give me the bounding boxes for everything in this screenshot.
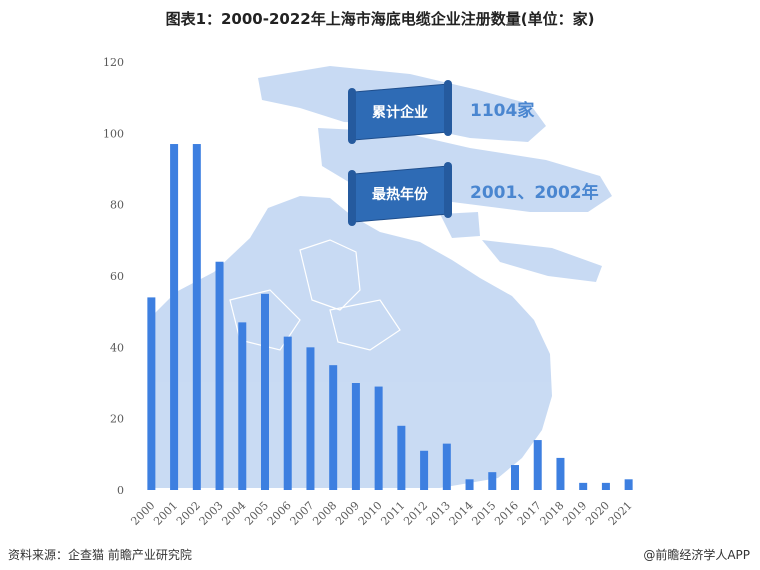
bar-2006 xyxy=(283,336,292,490)
callout-value: 2001、2002年 xyxy=(470,182,599,203)
x-tick-label: 2010 xyxy=(356,499,385,528)
y-tick-label: 0 xyxy=(117,484,124,497)
x-tick-label: 2000 xyxy=(128,499,157,528)
bar-2005 xyxy=(261,293,269,490)
bar-2002 xyxy=(192,144,201,491)
x-tick-label: 2002 xyxy=(174,499,203,528)
bar-2009 xyxy=(351,383,360,490)
bar-2012 xyxy=(420,450,429,490)
bar-2021 xyxy=(624,479,633,490)
x-tick-label: 2021 xyxy=(606,499,635,528)
bar-2017 xyxy=(533,440,542,490)
bar-2013 xyxy=(442,443,451,490)
callout-scroll: 最热年份 xyxy=(348,162,452,226)
bar-2020 xyxy=(601,482,610,490)
bar-2000 xyxy=(147,297,156,490)
callout-label: 累计企业 xyxy=(372,104,428,121)
x-tick-label: 2017 xyxy=(515,499,544,528)
bar-2007 xyxy=(306,347,315,490)
source-note: 资料来源：企查猫 前瞻产业研究院 xyxy=(8,548,192,562)
x-tick-label: 2003 xyxy=(197,499,226,528)
bar-2001 xyxy=(170,144,179,491)
bar-2003 xyxy=(215,261,224,490)
bar-2008 xyxy=(329,365,338,490)
x-tick-label: 2016 xyxy=(492,499,521,528)
x-tick-label: 2013 xyxy=(424,499,453,528)
bar-2016 xyxy=(511,465,519,490)
x-tick-label: 2001 xyxy=(151,499,180,528)
brand-watermark: @前瞻经济学人APP xyxy=(643,548,750,562)
x-tick-label: 2004 xyxy=(219,499,248,528)
y-tick-label: 20 xyxy=(110,413,124,426)
x-tick-label: 2019 xyxy=(560,499,589,528)
bar-2014 xyxy=(465,479,474,490)
callout-label: 最热年份 xyxy=(372,186,429,203)
y-tick-label: 80 xyxy=(110,199,124,212)
bar-2019 xyxy=(579,482,588,490)
bar-2018 xyxy=(556,457,565,490)
x-tick-label: 2005 xyxy=(242,499,271,528)
y-tick-label: 120 xyxy=(103,56,124,69)
bar-2015 xyxy=(488,472,497,490)
x-tick-label: 2008 xyxy=(310,499,339,528)
x-tick-label: 2011 xyxy=(378,499,407,528)
x-tick-label: 2018 xyxy=(538,499,567,528)
x-tick-label: 2015 xyxy=(469,499,498,528)
callout-scroll: 累计企业 xyxy=(348,80,452,144)
y-tick-label: 60 xyxy=(110,270,124,283)
x-tick-label: 2006 xyxy=(265,499,294,528)
chart-title: 图表1：2000-2022年上海市海底电缆企业注册数量(单位：家) xyxy=(165,10,595,28)
callout-value: 1104家 xyxy=(470,100,534,121)
y-tick-label: 40 xyxy=(110,341,124,354)
x-tick-label: 2014 xyxy=(447,499,476,528)
x-tick-label: 2012 xyxy=(401,499,430,528)
bar-2010 xyxy=(374,386,383,490)
x-tick-label: 2007 xyxy=(288,499,317,528)
x-tick-label: 2020 xyxy=(583,499,612,528)
bar-2011 xyxy=(397,425,406,490)
x-tick-label: 2009 xyxy=(333,499,362,528)
map-background xyxy=(150,66,612,488)
bar-2004 xyxy=(238,322,247,490)
y-tick-label: 100 xyxy=(103,127,124,140)
